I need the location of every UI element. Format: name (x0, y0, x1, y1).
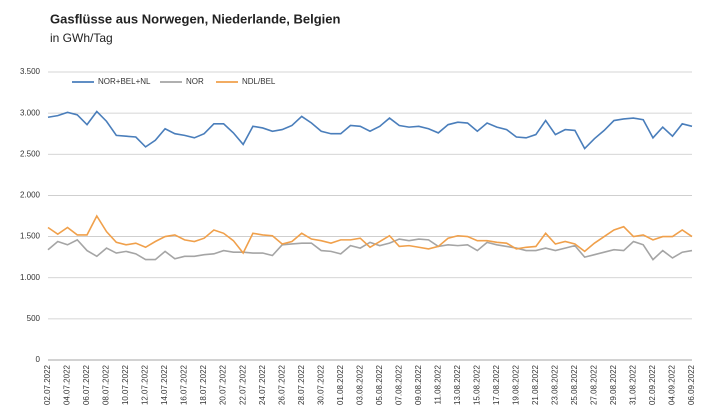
x-tick-label: 03.08.2022 (355, 364, 364, 405)
x-tick-label: 06.09.2022 (687, 364, 696, 405)
x-tick-label: 13.08.2022 (453, 364, 462, 405)
x-tick-label: 07.08.2022 (394, 364, 403, 405)
legend-label: NOR (186, 77, 204, 86)
x-tick-label: 14.07.2022 (160, 364, 169, 405)
y-tick-label: 2.500 (20, 149, 41, 158)
y-tick-label: 1.500 (20, 232, 41, 241)
x-tick-label: 29.08.2022 (609, 364, 618, 405)
x-tick-label: 25.08.2022 (570, 364, 579, 405)
series-line (47, 110, 693, 150)
x-tick-label: 06.07.2022 (82, 364, 91, 405)
x-tick-label: 30.07.2022 (316, 364, 325, 405)
x-tick-label: 12.07.2022 (141, 364, 150, 405)
y-tick-label: 3.000 (20, 108, 41, 117)
y-tick-label: 2.000 (20, 191, 41, 200)
x-tick-label: 21.08.2022 (531, 364, 540, 405)
x-tick-label: 27.08.2022 (590, 364, 599, 405)
x-tick-label: 02.09.2022 (648, 364, 657, 405)
x-tick-label: 22.07.2022 (238, 364, 247, 405)
x-tick-label: 05.08.2022 (375, 364, 384, 405)
y-tick-label: 3.500 (20, 67, 41, 76)
x-tick-label: 26.07.2022 (277, 364, 286, 405)
x-tick-label: 09.08.2022 (414, 364, 423, 405)
x-tick-label: 16.07.2022 (180, 364, 189, 405)
chart-subtitle: in GWh/Tag (50, 31, 113, 45)
x-tick-label: 08.07.2022 (102, 364, 111, 405)
legend-label: NDL/BEL (242, 77, 276, 86)
x-tick-label: 20.07.2022 (219, 364, 228, 405)
x-tick-label: 23.08.2022 (551, 364, 560, 405)
x-tick-label: 28.07.2022 (297, 364, 306, 405)
chart-title: Gasflüsse aus Norwegen, Niederlande, Bel… (50, 11, 340, 26)
x-tick-label: 31.08.2022 (629, 364, 638, 405)
legend-label: NOR+BEL+NL (98, 77, 151, 86)
series-line (47, 238, 693, 261)
x-tick-label: 11.08.2022 (433, 364, 442, 404)
x-tick-label: 02.07.2022 (43, 364, 52, 405)
y-tick-label: 500 (27, 314, 41, 323)
x-tick-label: 19.08.2022 (511, 364, 520, 405)
x-tick-label: 18.07.2022 (199, 364, 208, 405)
y-tick-label: 1.000 (20, 273, 41, 282)
x-tick-label: 15.08.2022 (472, 364, 481, 405)
x-tick-label: 04.07.2022 (63, 364, 72, 405)
series-line (47, 214, 693, 255)
x-tick-label: 17.08.2022 (492, 364, 501, 405)
x-tick-label: 24.07.2022 (258, 364, 267, 405)
x-tick-label: 01.08.2022 (336, 364, 345, 405)
y-tick-label: 0 (36, 355, 41, 364)
x-tick-label: 10.07.2022 (121, 364, 130, 405)
x-tick-label: 04.09.2022 (668, 364, 677, 405)
